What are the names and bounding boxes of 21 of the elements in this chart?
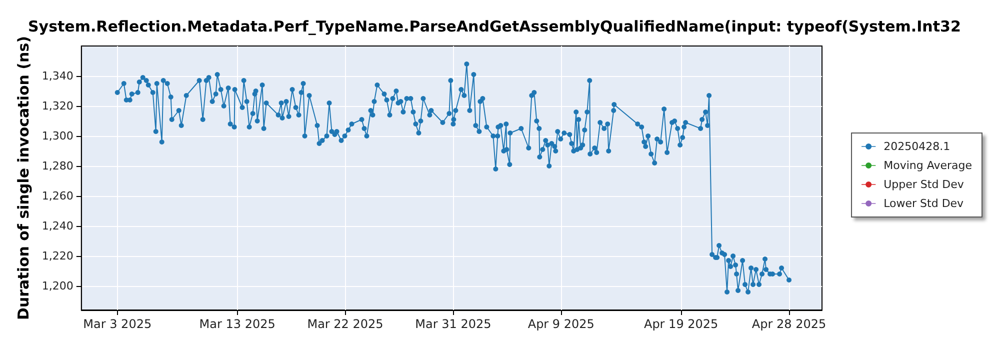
y-tick-label: 1,300 bbox=[42, 130, 74, 142]
y-tick-label: 1,200 bbox=[42, 280, 74, 292]
x-tick-label: Apr 19 2025 bbox=[644, 317, 718, 331]
legend-label: Lower Std Dev bbox=[884, 197, 964, 210]
y-tick-label: 1,260 bbox=[42, 190, 74, 202]
y-axis-title: Duration of single invocation (ns) bbox=[14, 36, 32, 320]
y-tick-label: 1,240 bbox=[42, 220, 74, 232]
x-tick-label: Mar 13 2025 bbox=[199, 317, 276, 331]
legend-label: Upper Std Dev bbox=[884, 178, 964, 191]
legend-label: Moving Average bbox=[884, 159, 972, 172]
x-tick-label: Apr 9 2025 bbox=[528, 317, 594, 331]
y-tick-label: 1,220 bbox=[42, 250, 74, 262]
x-tick-label: Mar 3 2025 bbox=[83, 317, 152, 331]
y-tick-label: 1,320 bbox=[42, 100, 74, 112]
legend-label: 20250428.1 bbox=[884, 140, 950, 153]
x-tick-label: Mar 22 2025 bbox=[307, 317, 384, 331]
y-tick-label: 1,340 bbox=[42, 70, 74, 82]
chart-title: System.Reflection.Metadata.Perf_TypeName.ParseAndGetAssemblyQualifiedName(input: typeof(System.Int32 bbox=[28, 18, 961, 36]
y-tick-label: 1,280 bbox=[42, 160, 74, 172]
x-tick-label: Mar 31 2025 bbox=[415, 317, 492, 331]
x-tick-label: Apr 28 2025 bbox=[752, 317, 826, 331]
